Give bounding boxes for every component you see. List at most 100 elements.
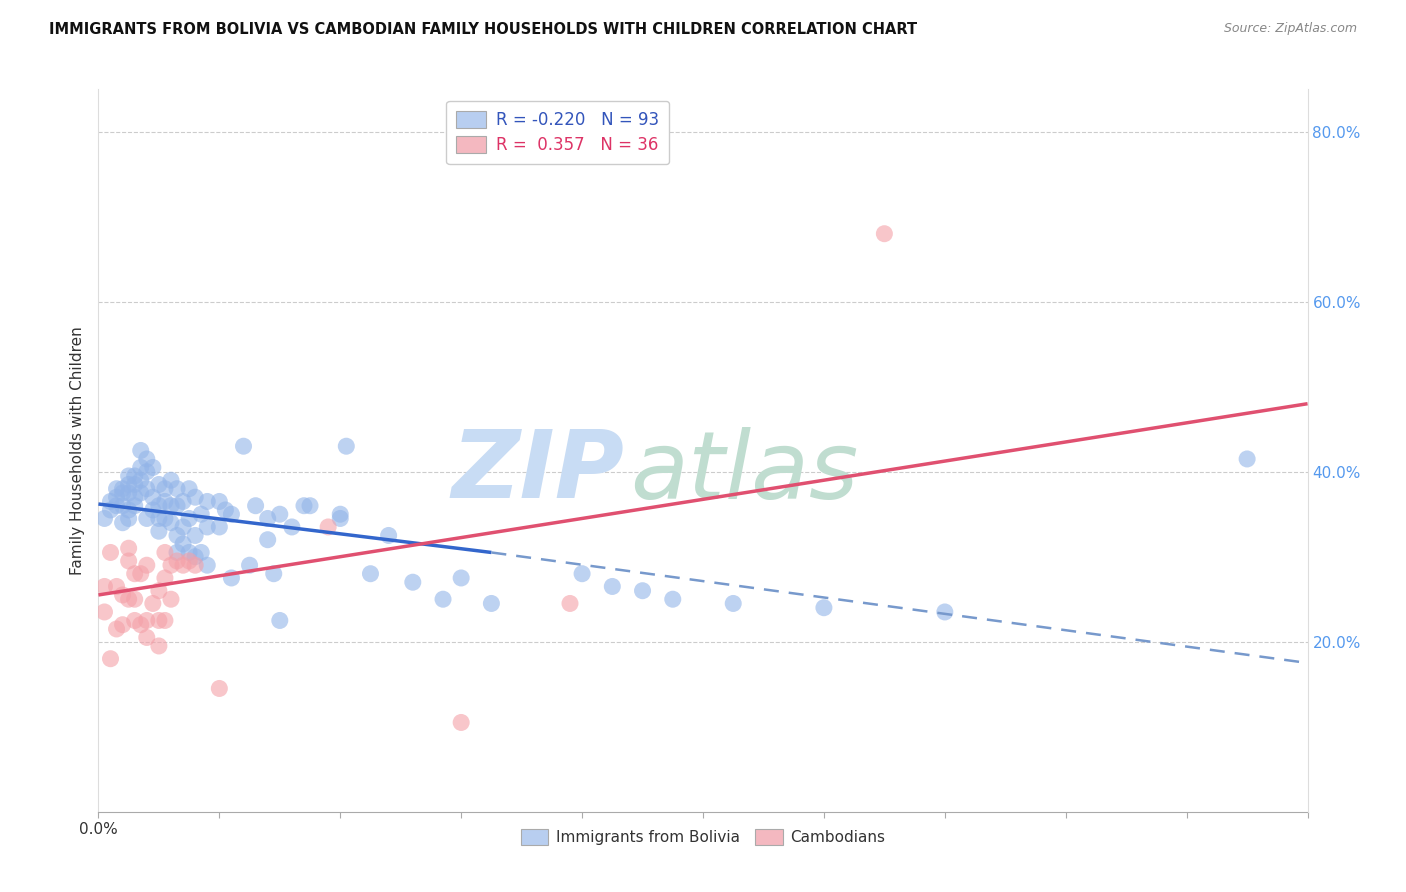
- Point: [208, 494, 231, 508]
- Point: [160, 516, 183, 530]
- Point: [160, 558, 183, 573]
- Point: [124, 566, 146, 581]
- Point: [481, 597, 503, 611]
- Point: [148, 524, 170, 539]
- Point: [723, 597, 745, 611]
- Point: [105, 490, 128, 504]
- Point: [129, 486, 152, 500]
- Point: [184, 549, 207, 564]
- Point: [1236, 452, 1258, 467]
- Point: [111, 499, 134, 513]
- Point: [934, 605, 956, 619]
- Point: [184, 558, 207, 573]
- Point: [873, 227, 896, 241]
- Point: [142, 490, 165, 504]
- Point: [179, 545, 201, 559]
- Point: [135, 482, 157, 496]
- Point: [166, 554, 188, 568]
- Point: [100, 494, 122, 508]
- Point: [111, 482, 134, 496]
- Point: [111, 588, 134, 602]
- Point: [377, 528, 399, 542]
- Point: [129, 443, 152, 458]
- Point: [299, 499, 322, 513]
- Point: [124, 490, 146, 504]
- Point: [153, 511, 176, 525]
- Point: [172, 494, 194, 508]
- Point: [172, 537, 194, 551]
- Point: [166, 528, 188, 542]
- Point: [129, 460, 152, 475]
- Point: [142, 597, 165, 611]
- Point: [135, 558, 157, 573]
- Point: [172, 520, 194, 534]
- Point: [118, 554, 141, 568]
- Y-axis label: Family Households with Children: Family Households with Children: [69, 326, 84, 574]
- Point: [166, 482, 188, 496]
- Point: [93, 579, 115, 593]
- Point: [142, 460, 165, 475]
- Point: [360, 566, 382, 581]
- Point: [93, 511, 115, 525]
- Point: [571, 566, 593, 581]
- Point: [184, 490, 207, 504]
- Point: [208, 520, 231, 534]
- Point: [602, 579, 624, 593]
- Point: [100, 503, 122, 517]
- Point: [166, 499, 188, 513]
- Point: [281, 520, 304, 534]
- Point: [558, 597, 581, 611]
- Point: [105, 579, 128, 593]
- Point: [129, 566, 152, 581]
- Point: [221, 507, 243, 521]
- Point: [153, 494, 176, 508]
- Point: [135, 511, 157, 525]
- Point: [135, 452, 157, 467]
- Point: [263, 566, 285, 581]
- Point: [214, 503, 236, 517]
- Point: [111, 486, 134, 500]
- Point: [195, 520, 218, 534]
- Point: [179, 511, 201, 525]
- Point: [148, 477, 170, 491]
- Point: [118, 541, 141, 556]
- Point: [111, 516, 134, 530]
- Point: [335, 439, 357, 453]
- Point: [208, 681, 231, 696]
- Point: [316, 520, 339, 534]
- Point: [450, 571, 472, 585]
- Point: [148, 499, 170, 513]
- Point: [631, 583, 654, 598]
- Point: [105, 482, 128, 496]
- Point: [153, 614, 176, 628]
- Point: [100, 545, 122, 559]
- Point: [172, 558, 194, 573]
- Point: [148, 583, 170, 598]
- Point: [105, 622, 128, 636]
- Point: [105, 499, 128, 513]
- Point: [153, 482, 176, 496]
- Point: [160, 499, 183, 513]
- Text: atlas: atlas: [630, 426, 859, 517]
- Point: [179, 554, 201, 568]
- Point: [195, 558, 218, 573]
- Point: [166, 545, 188, 559]
- Point: [245, 499, 267, 513]
- Text: Source: ZipAtlas.com: Source: ZipAtlas.com: [1223, 22, 1357, 36]
- Point: [256, 511, 278, 525]
- Point: [129, 473, 152, 487]
- Point: [256, 533, 278, 547]
- Point: [160, 473, 183, 487]
- Point: [179, 482, 201, 496]
- Point: [232, 439, 254, 453]
- Text: ZIP: ZIP: [451, 426, 624, 518]
- Point: [269, 614, 291, 628]
- Point: [100, 651, 122, 665]
- Point: [292, 499, 315, 513]
- Point: [124, 469, 146, 483]
- Point: [124, 477, 146, 491]
- Legend: Immigrants from Bolivia, Cambodians: Immigrants from Bolivia, Cambodians: [515, 822, 891, 851]
- Point: [661, 592, 683, 607]
- Text: IMMIGRANTS FROM BOLIVIA VS CAMBODIAN FAMILY HOUSEHOLDS WITH CHILDREN CORRELATION: IMMIGRANTS FROM BOLIVIA VS CAMBODIAN FAM…: [49, 22, 917, 37]
- Point: [118, 477, 141, 491]
